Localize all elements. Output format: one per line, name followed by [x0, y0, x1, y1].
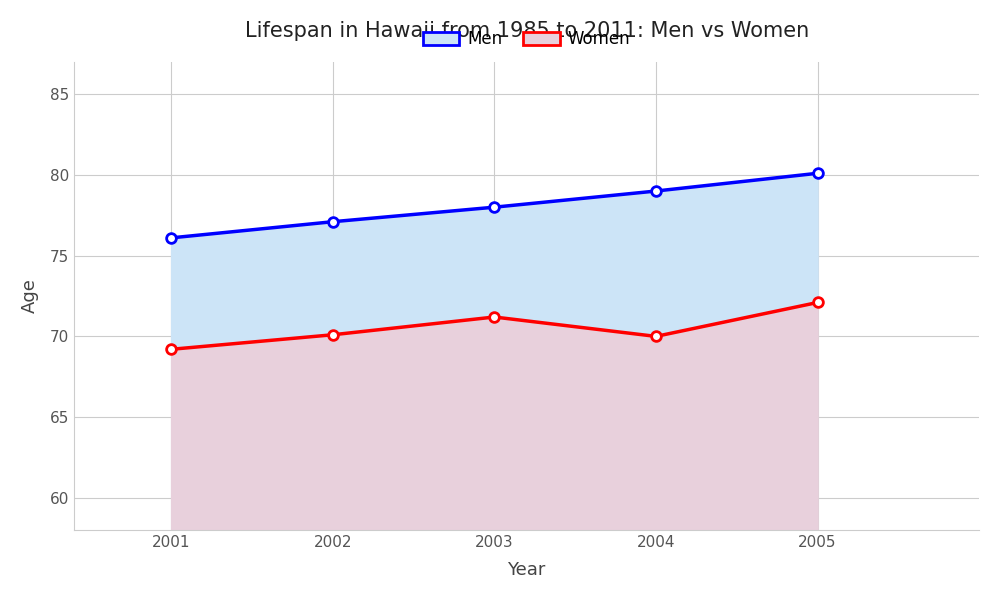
- X-axis label: Year: Year: [507, 561, 546, 579]
- Legend: Men, Women: Men, Women: [416, 23, 637, 55]
- Title: Lifespan in Hawaii from 1985 to 2011: Men vs Women: Lifespan in Hawaii from 1985 to 2011: Me…: [245, 21, 809, 41]
- Y-axis label: Age: Age: [21, 278, 39, 313]
